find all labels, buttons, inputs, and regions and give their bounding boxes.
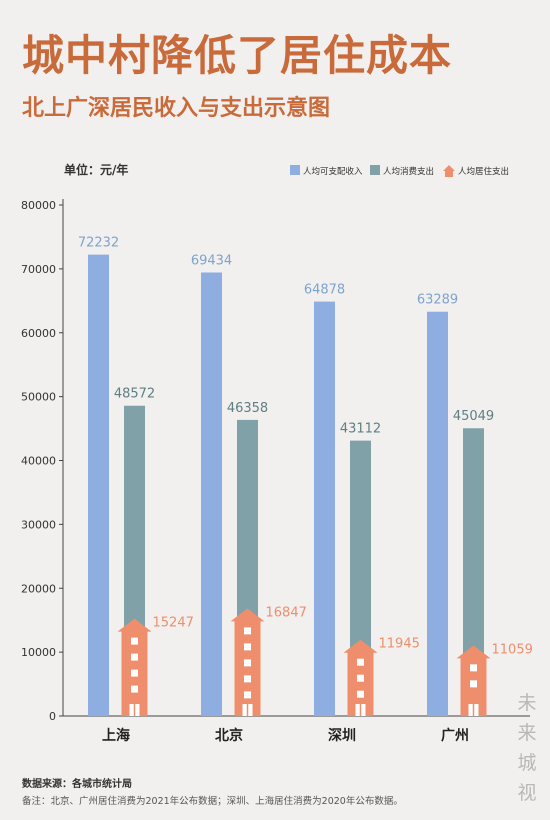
housing-window [244, 659, 251, 667]
x-category-label: 上海 [102, 727, 130, 744]
housing-value-label: 11059 [492, 642, 533, 657]
consumption-value-label: 45049 [453, 409, 494, 424]
x-category-label: 深圳 [328, 727, 356, 744]
x-category-label: 北京 [215, 727, 243, 744]
y-tick-label: 30000 [21, 518, 56, 531]
housing-window [244, 691, 251, 699]
income-value-label: 69434 [191, 253, 232, 268]
legend-label: 人均消费支出 [383, 166, 434, 177]
consumption-value-label: 43112 [340, 422, 381, 437]
income-value-label: 64878 [304, 283, 345, 298]
y-tick-label: 80000 [21, 199, 56, 212]
housing-window [131, 653, 138, 661]
consumption-value-label: 46358 [227, 401, 268, 416]
housing-window [244, 643, 251, 651]
income-bar [88, 254, 109, 716]
unit-label: 单位：元/年 [64, 162, 128, 177]
watermark-char: 来 [517, 722, 537, 744]
consumption-value-label: 48572 [114, 387, 155, 402]
watermark-char: 城 [517, 752, 537, 774]
y-tick-label: 10000 [21, 646, 56, 659]
housing-window [357, 658, 364, 666]
legend-label: 人均居住支出 [458, 166, 509, 177]
watermark-char: 未 [517, 692, 537, 714]
income-value-label: 63289 [417, 293, 458, 308]
income-bar [201, 272, 222, 716]
y-tick-label: 50000 [21, 391, 56, 404]
legend-swatch [370, 165, 380, 175]
x-category-label: 广州 [441, 727, 469, 744]
consumption-bar [463, 428, 484, 716]
y-tick-label: 20000 [21, 582, 56, 595]
chart-title: 城中村降低了居住成本 [22, 31, 453, 80]
bar-chart: 单位：元/年 人均可支配收入 人均消费支出 人均居住支出 0 10000 20000 3000… [21, 162, 533, 744]
housing-value-label: 11945 [379, 637, 420, 652]
housing-value-label: 15247 [153, 616, 194, 631]
income-bar [314, 301, 335, 716]
housing-window [357, 674, 364, 682]
chart-subtitle: 北上广深居民收入与支出示意图 [22, 95, 331, 121]
income-bar [427, 311, 448, 716]
housing-window [131, 669, 138, 677]
y-tick-label: 0 [49, 710, 56, 723]
housing-window [470, 680, 477, 688]
housing-bar [117, 618, 152, 716]
housing-window [131, 637, 138, 645]
watermark: 未 来 城 视 [516, 688, 538, 808]
remark-note: 备注：北京、广州居住消费为2021年公布数据；深圳、上海居住消费为2020年公布… [22, 796, 403, 807]
legend-label: 人均可支配收入 [303, 166, 363, 177]
housing-window [244, 627, 251, 635]
data-source-note: 数据来源：各城市统计局 [22, 779, 132, 790]
y-tick-label: 70000 [21, 263, 56, 276]
income-value-label: 72232 [78, 236, 119, 251]
legend-house-icon [443, 165, 455, 177]
housing-window [470, 664, 477, 672]
legend-swatch [290, 165, 300, 175]
housing-window [357, 690, 364, 698]
watermark-char: 视 [517, 782, 537, 804]
y-tick-label: 60000 [21, 327, 56, 340]
housing-value-label: 16847 [266, 605, 307, 620]
y-tick-label: 40000 [21, 455, 56, 468]
housing-window [131, 685, 138, 693]
housing-window [244, 675, 251, 683]
